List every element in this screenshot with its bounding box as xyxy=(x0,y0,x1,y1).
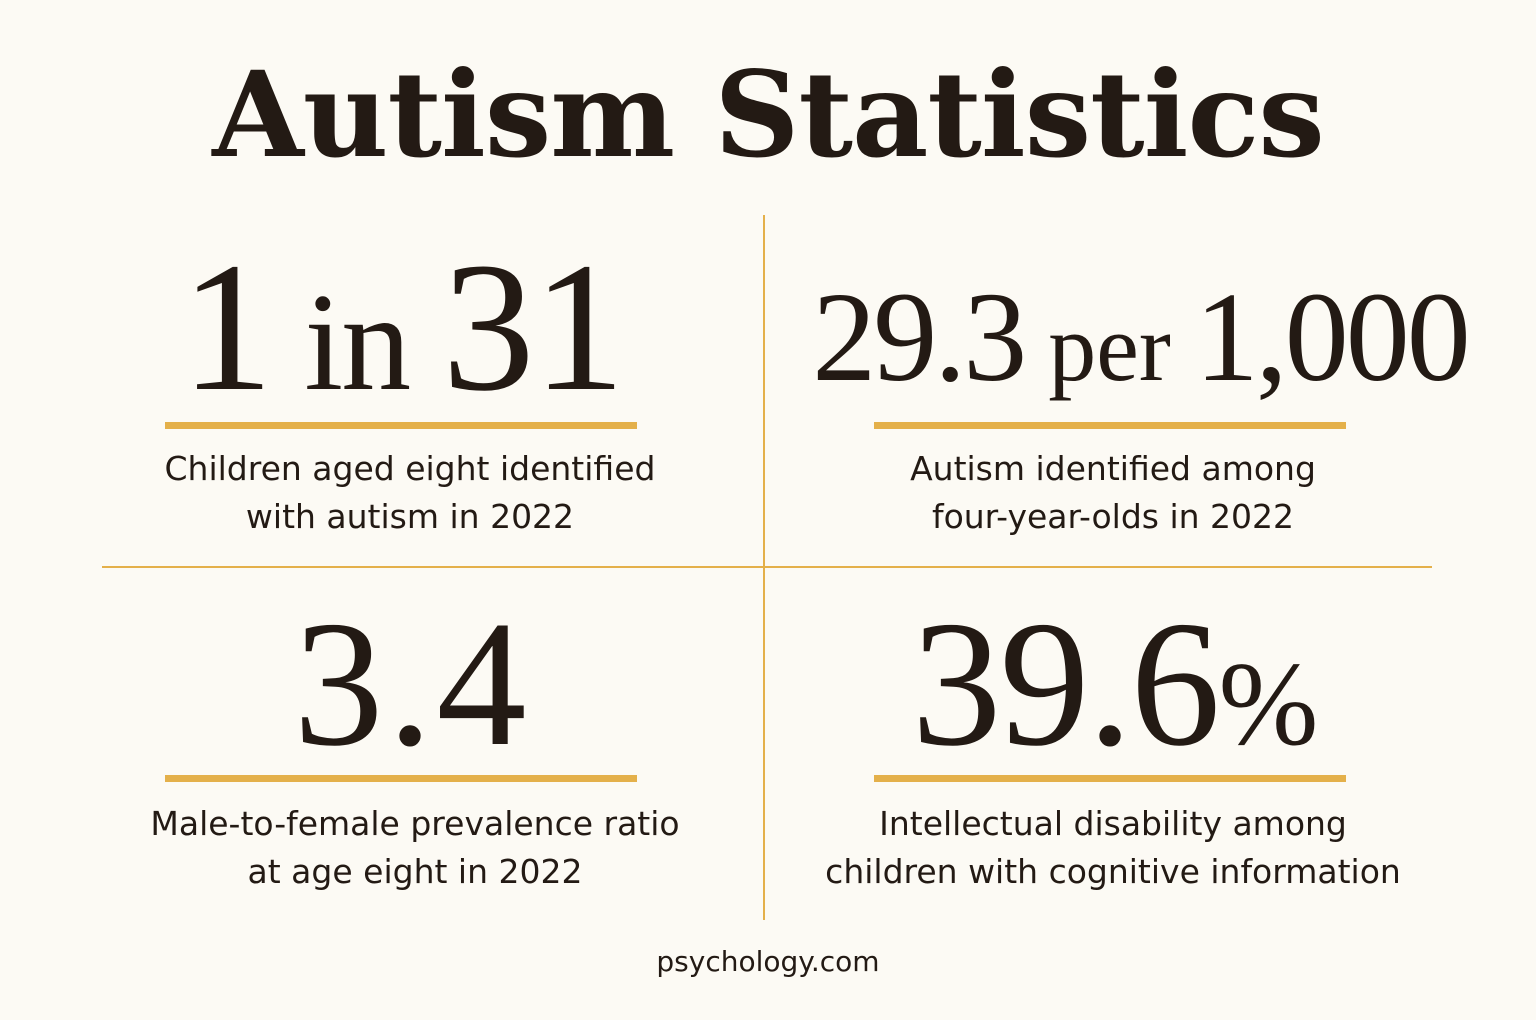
stat-value-sex-ratio: 3.4 xyxy=(102,594,722,774)
percent-sign: % xyxy=(1218,637,1319,770)
stat-underline xyxy=(165,422,637,429)
caption-line: Children aged eight identified xyxy=(164,449,656,488)
stat-caption: Male-to-female prevalence ratio at age e… xyxy=(100,800,730,896)
stat-value-four-year-olds: 29.3 per 1,000 xyxy=(790,272,1490,413)
caption-line: children with cognitive information xyxy=(825,852,1401,891)
page-title: Autism Statistics xyxy=(212,45,1325,184)
caption-line: with autism in 2022 xyxy=(245,497,575,536)
source-footer: psychology.com xyxy=(656,945,880,978)
caption-line: Male-to-female prevalence ratio xyxy=(150,804,680,843)
stat-number: 1 xyxy=(180,225,273,430)
stat-underline xyxy=(165,775,637,782)
horizontal-divider xyxy=(102,566,1432,568)
stat-number: 29.3 xyxy=(812,266,1027,408)
stat-number: 3.4 xyxy=(293,584,531,783)
caption-line: Autism identified among xyxy=(910,449,1316,488)
stat-number: 39.6 xyxy=(911,584,1221,783)
stat-caption: Intellectual disability among children w… xyxy=(790,800,1436,896)
stat-underline xyxy=(874,775,1346,782)
stat-caption: Autism identified among four-year-olds i… xyxy=(790,445,1436,541)
caption-line: four-year-olds in 2022 xyxy=(931,497,1295,536)
stat-value-intellectual-disability: 39.6% xyxy=(800,594,1430,791)
stat-value-children-eight: 1 in 31 xyxy=(102,235,702,433)
stat-number: 31 xyxy=(442,225,625,430)
stat-connector: per xyxy=(1024,294,1195,401)
stat-caption: Children aged eight identified with auti… xyxy=(100,445,720,541)
caption-line: Intellectual disability among xyxy=(879,804,1347,843)
stat-underline xyxy=(874,422,1346,429)
stat-connector: in xyxy=(271,265,443,420)
stat-number: 1,000 xyxy=(1194,266,1471,408)
caption-line: at age eight in 2022 xyxy=(247,852,583,891)
